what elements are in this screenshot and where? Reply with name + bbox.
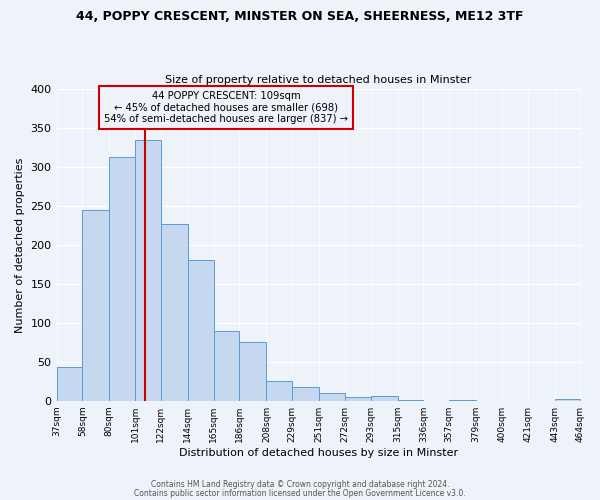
Text: 44, POPPY CRESCENT, MINSTER ON SEA, SHEERNESS, ME12 3TF: 44, POPPY CRESCENT, MINSTER ON SEA, SHEE… bbox=[76, 10, 524, 23]
Title: Size of property relative to detached houses in Minster: Size of property relative to detached ho… bbox=[166, 76, 472, 86]
Text: 44 POPPY CRESCENT: 109sqm
← 45% of detached houses are smaller (698)
54% of semi: 44 POPPY CRESCENT: 109sqm ← 45% of detac… bbox=[104, 90, 348, 124]
Bar bbox=[109, 157, 135, 400]
Text: Contains public sector information licensed under the Open Government Licence v3: Contains public sector information licen… bbox=[134, 488, 466, 498]
Bar bbox=[292, 388, 319, 400]
Bar bbox=[214, 330, 239, 400]
Y-axis label: Number of detached properties: Number of detached properties bbox=[15, 157, 25, 332]
Bar bbox=[188, 260, 214, 400]
Bar bbox=[319, 393, 345, 400]
Bar bbox=[82, 210, 109, 400]
Text: Contains HM Land Registry data © Crown copyright and database right 2024.: Contains HM Land Registry data © Crown c… bbox=[151, 480, 449, 489]
Bar bbox=[161, 224, 188, 400]
Bar bbox=[266, 381, 292, 400]
Bar bbox=[345, 397, 371, 400]
Bar bbox=[56, 367, 82, 400]
Bar bbox=[555, 399, 580, 400]
Bar bbox=[371, 396, 398, 400]
Bar bbox=[135, 140, 161, 400]
X-axis label: Distribution of detached houses by size in Minster: Distribution of detached houses by size … bbox=[179, 448, 458, 458]
Bar bbox=[239, 342, 266, 400]
